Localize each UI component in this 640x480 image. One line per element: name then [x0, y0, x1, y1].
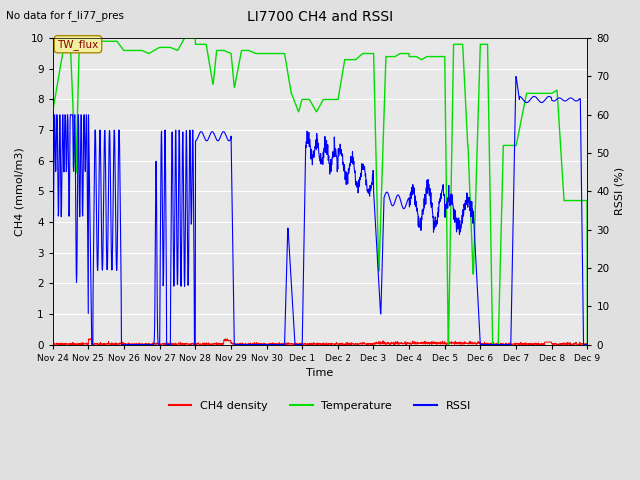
Text: LI7700 CH4 and RSSI: LI7700 CH4 and RSSI: [247, 10, 393, 24]
X-axis label: Time: Time: [307, 368, 333, 378]
Y-axis label: CH4 (mmol/m3): CH4 (mmol/m3): [15, 147, 25, 236]
Text: No data for f_li77_pres: No data for f_li77_pres: [6, 10, 124, 21]
Y-axis label: RSSI (%): RSSI (%): [615, 168, 625, 216]
Legend: CH4 density, Temperature, RSSI: CH4 density, Temperature, RSSI: [164, 396, 476, 416]
Text: TW_flux: TW_flux: [58, 39, 99, 50]
